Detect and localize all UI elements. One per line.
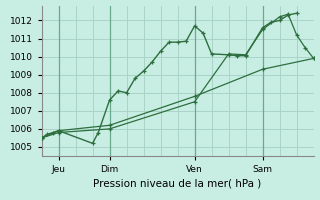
X-axis label: Pression niveau de la mer( hPa ): Pression niveau de la mer( hPa ) [93, 178, 262, 188]
